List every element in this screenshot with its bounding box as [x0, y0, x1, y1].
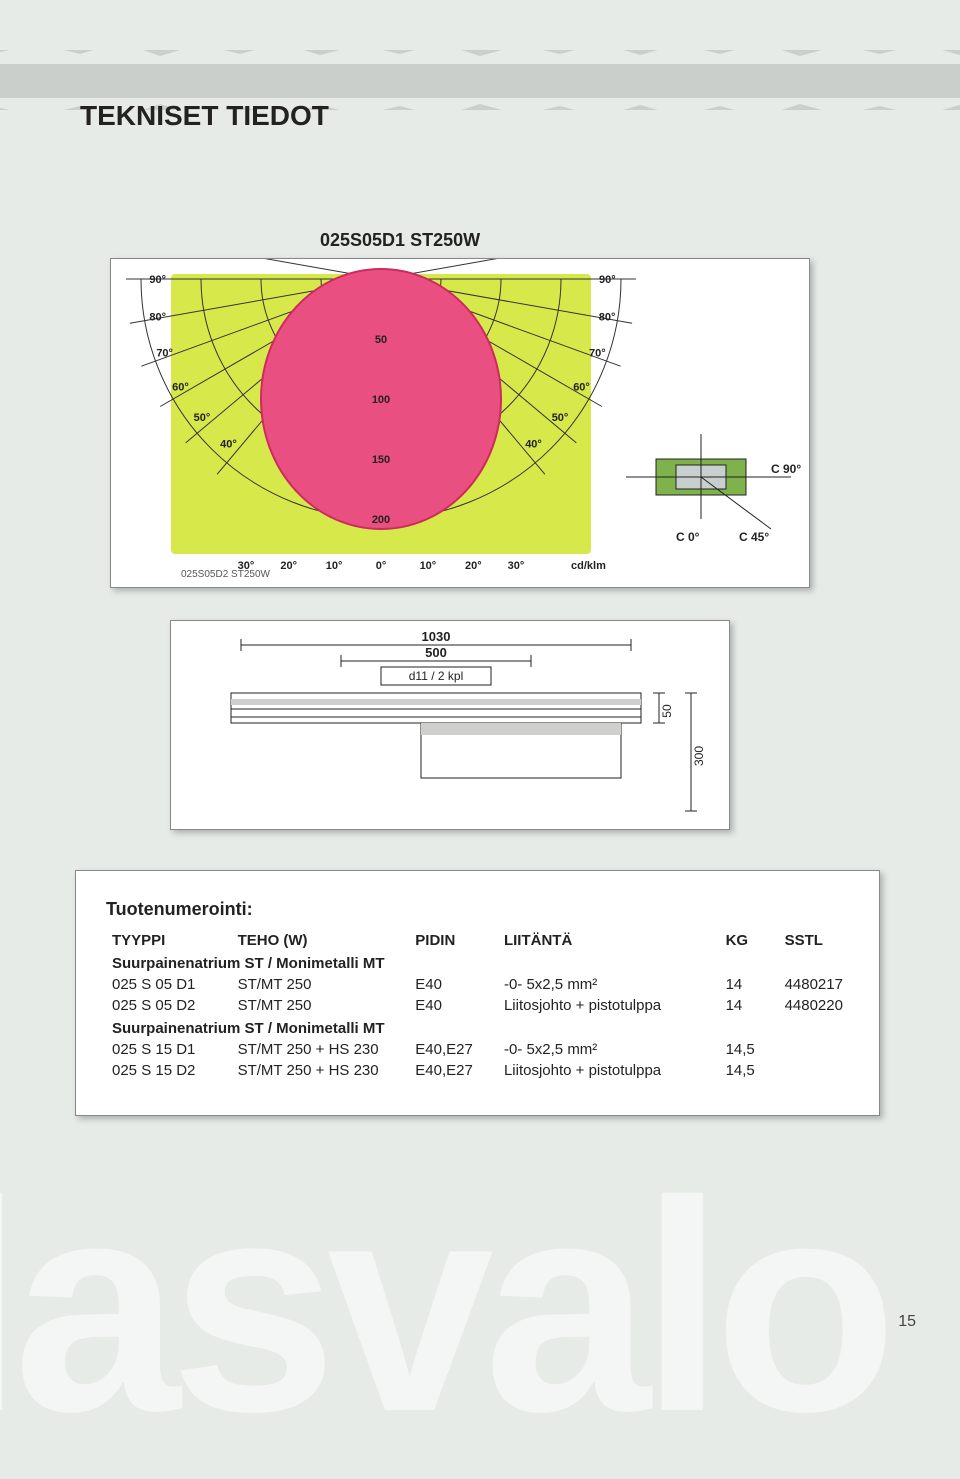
svg-text:40°: 40°: [220, 439, 237, 451]
c-plane-inset: C 90° C 0° C 45°: [626, 434, 801, 544]
unit-label: cd/klm: [571, 560, 606, 572]
col-tyyppi: TYYPPI: [106, 930, 232, 951]
table-row: 025 S 05 D1ST/MT 250E40-0- 5x2,5 mm²1444…: [106, 974, 849, 995]
table-row: 025 S 15 D2ST/MT 250 + HS 230E40,E27Liit…: [106, 1060, 849, 1081]
svg-text:60°: 60°: [573, 382, 590, 394]
svg-text:50°: 50°: [552, 412, 569, 424]
svg-text:0°: 0°: [376, 560, 387, 572]
table-heading: Tuotenumerointi:: [106, 899, 849, 920]
torn-edge-top: [0, 40, 960, 64]
col-teho (w): TEHO (W): [232, 930, 410, 951]
polar-chart-frame: 50100150200 100°90°80°70°60°50°40° 100°9…: [110, 258, 810, 588]
svg-text:30°: 30°: [508, 560, 525, 572]
table-row: 025 S 15 D1ST/MT 250 + HS 230E40,E27-0- …: [106, 1039, 849, 1060]
svg-text:50°: 50°: [194, 412, 211, 424]
svg-text:C 45°: C 45°: [739, 530, 769, 544]
page-title: TEKNISET TIEDOT: [80, 100, 329, 132]
svg-text:C 90°: C 90°: [771, 462, 801, 476]
svg-text:10°: 10°: [420, 560, 437, 572]
svg-text:d11 / 2 kpl: d11 / 2 kpl: [409, 669, 463, 683]
svg-text:300: 300: [692, 746, 706, 766]
svg-text:10°: 10°: [326, 560, 343, 572]
svg-text:C 0°: C 0°: [676, 530, 700, 544]
svg-text:1030: 1030: [422, 629, 451, 644]
svg-text:150: 150: [372, 454, 390, 466]
svg-text:500: 500: [425, 645, 447, 660]
svg-text:100: 100: [372, 394, 390, 406]
group-label: Suurpainenatrium ST / Monimetalli MT: [106, 1016, 849, 1039]
col-pidin: PIDIN: [409, 930, 498, 951]
col-liitäntä: LIITÄNTÄ: [498, 930, 720, 951]
dimension-drawing: 1030 500 d11 / 2 kpl 50: [170, 620, 730, 830]
polar-chart: 50100150200 100°90°80°70°60°50°40° 100°9…: [111, 259, 811, 589]
col-sstl: SSTL: [779, 930, 849, 951]
product-numbering-panel: Tuotenumerointi: TYYPPITEHO (W)PIDINLIIT…: [75, 870, 880, 1116]
watermark-text: lasvalo: [0, 1133, 887, 1479]
svg-text:70°: 70°: [589, 348, 606, 360]
product-table: TYYPPITEHO (W)PIDINLIITÄNTÄKGSSTL Suurpa…: [106, 930, 849, 1081]
svg-text:60°: 60°: [172, 382, 189, 394]
svg-text:90°: 90°: [599, 274, 616, 286]
svg-text:20°: 20°: [465, 560, 482, 572]
svg-text:20°: 20°: [280, 560, 297, 572]
svg-text:50: 50: [375, 334, 387, 346]
svg-text:70°: 70°: [156, 348, 173, 360]
svg-text:80°: 80°: [599, 311, 616, 323]
svg-text:40°: 40°: [525, 439, 542, 451]
col-kg: KG: [720, 930, 779, 951]
table-row: 025 S 05 D2ST/MT 250E40Liitosjohto + pis…: [106, 995, 849, 1016]
svg-text:200: 200: [372, 514, 390, 526]
chart-footer-label: 025S05D2 ST250W: [181, 569, 271, 580]
group-label: Suurpainenatrium ST / Monimetalli MT: [106, 951, 849, 974]
page-number: 15: [898, 1313, 916, 1331]
svg-text:80°: 80°: [149, 311, 166, 323]
chart-model-label: 025S05D1 ST250W: [320, 230, 480, 251]
svg-text:90°: 90°: [149, 274, 166, 286]
svg-text:50: 50: [660, 704, 674, 718]
dimension-svg: 1030 500 d11 / 2 kpl 50: [171, 621, 731, 831]
